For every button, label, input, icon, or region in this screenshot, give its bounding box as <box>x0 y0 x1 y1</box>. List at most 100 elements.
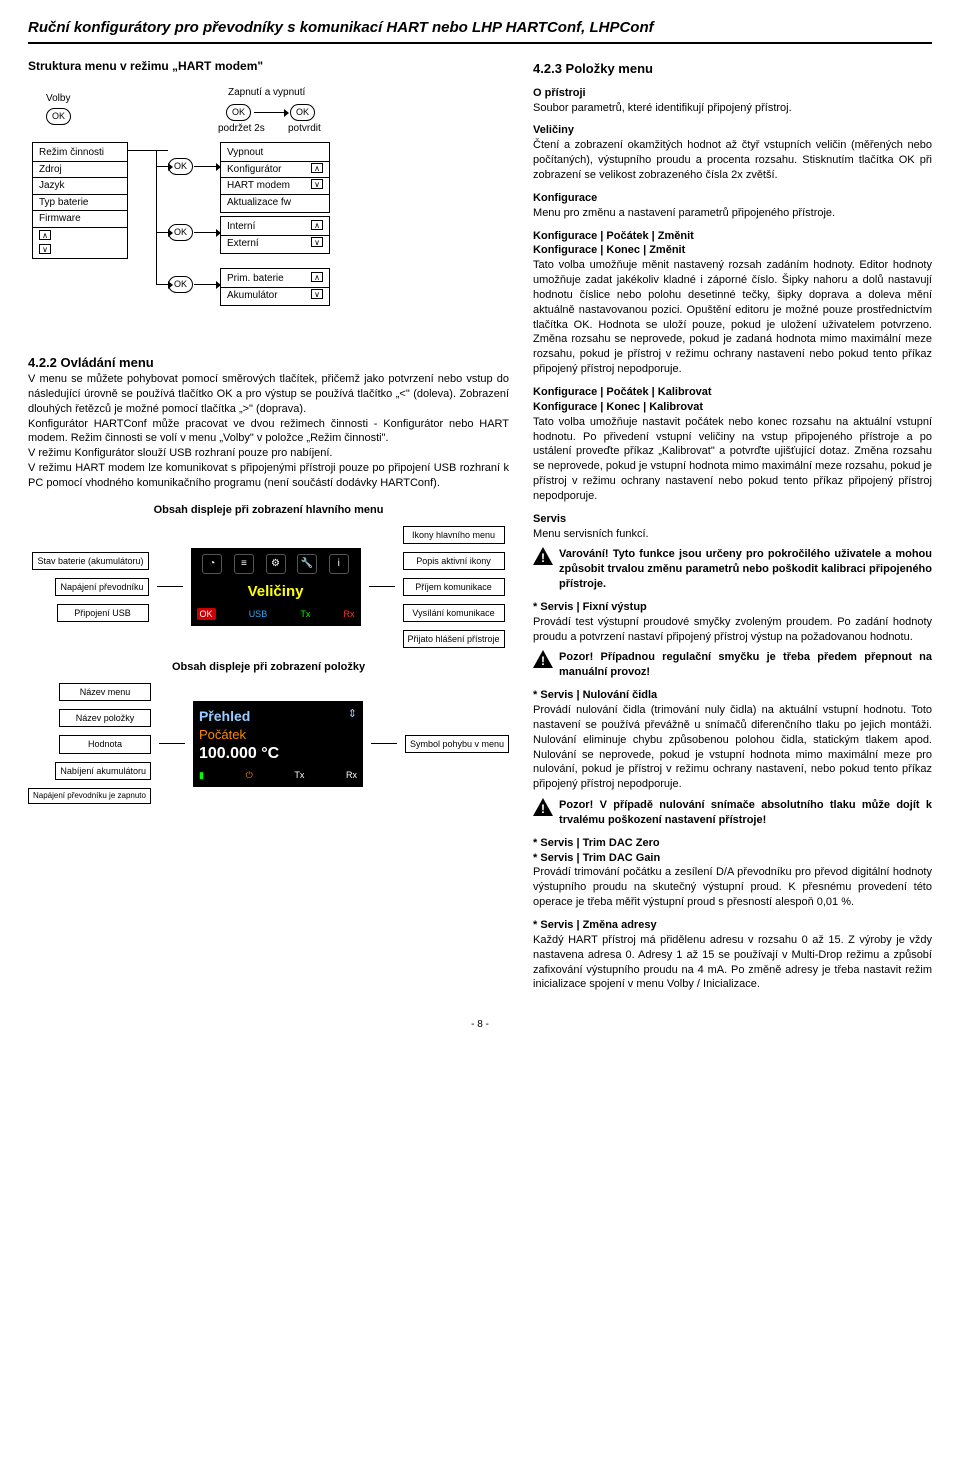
body-text: Menu servisních funkcí. <box>533 527 932 542</box>
warning-icon <box>533 547 553 565</box>
warning-row: Varování! Tyto funkce jsou určeny pro po… <box>533 547 932 592</box>
body-text: Menu pro změnu a nastavení parametrů při… <box>533 206 932 221</box>
chevron-down-icon: ∨ <box>311 179 323 189</box>
battery-icon: ▮ <box>199 769 204 781</box>
s422-body: V menu se můžete pohybovat pomocí směrov… <box>28 372 509 491</box>
warning-row: Pozor! Případnou regulační smyčku je tře… <box>533 650 932 680</box>
subheading: Konfigurace <box>533 191 932 206</box>
screen-tx-label: Tx <box>300 608 310 620</box>
ok-pill: OK <box>226 104 251 120</box>
callout-label: Napájení převodníku je zapnuto <box>28 788 151 805</box>
callout-label: Symbol pohybu v menu <box>405 735 509 753</box>
menu-item: Prim. baterie∧ <box>221 271 329 288</box>
warning-text: Varování! Tyto funkce jsou určeny pro po… <box>559 547 932 592</box>
right-column: 4.2.3 Položky menu O přístroji Soubor pa… <box>533 58 932 998</box>
scroll-icon: ⇕ <box>348 707 357 726</box>
callout-label: Přijato hlášení přístroje <box>403 630 505 648</box>
wrench-icon: 🔧 <box>297 554 317 574</box>
menu-item: HART modem∨ <box>221 178 329 195</box>
body-text: Tato volba umožňuje nastavit počátek neb… <box>533 415 932 504</box>
display2-figure: Název menu Název položky Hodnota Nabíjen… <box>28 683 509 804</box>
callout-label: Vysílání komunikace <box>403 604 505 622</box>
struct-menu-heading: Struktura menu v režimu „HART modem" <box>28 58 509 74</box>
menu-item: Zdroj <box>33 162 127 179</box>
display1-title: Obsah displeje při zobrazení hlavního me… <box>28 503 509 518</box>
subheading: Veličiny <box>533 123 932 138</box>
menu-item: Externí∨ <box>221 236 329 252</box>
warning-icon <box>533 798 553 816</box>
submenu-box-2: Interní∧ Externí∨ <box>220 216 330 254</box>
body-text: Provádí nulování čidla (trimování nuly č… <box>533 703 932 792</box>
page-title: Ruční konfigurátory pro převodníky s kom… <box>28 18 932 44</box>
submenu-box-1: Vypnout Konfigurátor∧ HART modem∨ Aktual… <box>220 142 330 213</box>
subheading: Konfigurace | Počátek | Kalibrovat <box>533 385 932 400</box>
ok-pill: OK <box>290 104 315 120</box>
menu-item: Interní∧ <box>221 219 329 236</box>
callout-label: Název menu <box>59 683 151 701</box>
menu-item: Aktualizace fw <box>221 195 329 211</box>
submenu-box-3: Prim. baterie∧ Akumulátor∨ <box>220 268 330 306</box>
screen-rx-label: Rx <box>344 608 355 620</box>
menu-item: Jazyk <box>33 178 127 195</box>
screen-tx-label: Tx <box>294 769 304 781</box>
gauge-icon: ◔ <box>202 554 222 574</box>
confirm-label: potvrdit <box>288 122 321 136</box>
info-icon: i <box>329 554 349 574</box>
body-text: Čtení a zobrazení okamžitých hodnot až č… <box>533 138 932 183</box>
screen-item-name: Počátek <box>199 726 357 744</box>
left-column: Struktura menu v režimu „HART modem" Vol… <box>28 58 509 998</box>
chevron-down-icon: ∨ <box>39 244 51 254</box>
screen-ok-badge: OK <box>197 608 216 620</box>
display-mock-item: Přehled ⇕ Počátek 100.000 °C ▮ ⏻ Tx Rx <box>193 701 363 787</box>
menu-item: Režim činnosti <box>33 145 127 162</box>
menu-item: Akumulátor∨ <box>221 288 329 304</box>
screen-active-label: Veličiny <box>197 580 355 604</box>
menu-item: Konfigurátor∧ <box>221 162 329 179</box>
subheading: * Servis | Změna adresy <box>533 918 932 933</box>
callout-label: Příjem komunikace <box>403 578 505 596</box>
screen-rx-label: Rx <box>346 769 357 781</box>
s423-heading: 4.2.3 Položky menu <box>533 60 932 78</box>
body-text: Tato volba umožňuje měnit nastavený rozs… <box>533 258 932 377</box>
callout-label: Popis aktivní ikony <box>403 552 505 570</box>
warning-icon <box>533 650 553 668</box>
subheading: * Servis | Trim DAC Gain <box>533 851 932 866</box>
warning-text: Pozor! Případnou regulační smyčku je tře… <box>559 650 932 680</box>
subheading: * Servis | Fixní výstup <box>533 600 932 615</box>
menu-item: Typ baterie <box>33 195 127 212</box>
s422-heading: 4.2.2 Ovládání menu <box>28 354 509 372</box>
menu-item: Firmware <box>33 211 127 228</box>
body-text: Provádí test výstupní proudové smyčky zv… <box>533 615 932 645</box>
callout-label: Stav baterie (akumulátoru) <box>32 552 148 570</box>
callout-label: Hodnota <box>59 735 151 753</box>
page-number: - 8 - <box>28 1018 932 1032</box>
screen-menu-name: Přehled <box>199 707 250 726</box>
chevron-down-icon: ∨ <box>311 289 323 299</box>
list-icon: ≡ <box>234 554 254 574</box>
subheading: * Servis | Trim DAC Zero <box>533 836 932 851</box>
body-text: Provádí trimování počátku a zesílení D/A… <box>533 865 932 910</box>
menu-structure-diagram: Volby OK Režim činnosti Zdroj Jazyk Typ … <box>28 84 509 344</box>
hold-label: podržet 2s <box>218 122 265 136</box>
callout-label: Připojení USB <box>57 604 149 622</box>
body-text: Každý HART přístroj má přidělenu adresu … <box>533 933 932 992</box>
display1-figure: Stav baterie (akumulátoru) Napájení přev… <box>28 526 509 649</box>
body-text: Soubor parametrů, které identifikují při… <box>533 101 932 116</box>
screen-usb-label: USB <box>249 608 268 620</box>
menu-item: Vypnout <box>221 145 329 162</box>
subheading: Konfigurace | Počátek | Změnit <box>533 229 932 244</box>
gear-icon: ⚙ <box>266 554 286 574</box>
warning-row: Pozor! V případě nulování snímače absolu… <box>533 798 932 828</box>
warning-text: Pozor! V případě nulování snímače absolu… <box>559 798 932 828</box>
chevron-down-icon: ∨ <box>311 237 323 247</box>
callout-label: Ikony hlavního menu <box>403 526 505 544</box>
subheading: * Servis | Nulování čidla <box>533 688 932 703</box>
power-icon: ⏻ <box>246 769 253 781</box>
chevron-up-icon: ∧ <box>39 230 51 240</box>
display-mock-main: ◔ ≡ ⚙ 🔧 i Veličiny OK USB Tx Rx <box>191 548 361 626</box>
onoff-label: Zapnutí a vypnutí <box>228 86 305 100</box>
callout-label: Nabíjení akumulátoru <box>55 762 151 780</box>
subheading: Servis <box>533 512 932 527</box>
callout-label: Napájení převodníku <box>55 578 148 596</box>
chevron-up-icon: ∧ <box>311 220 323 230</box>
